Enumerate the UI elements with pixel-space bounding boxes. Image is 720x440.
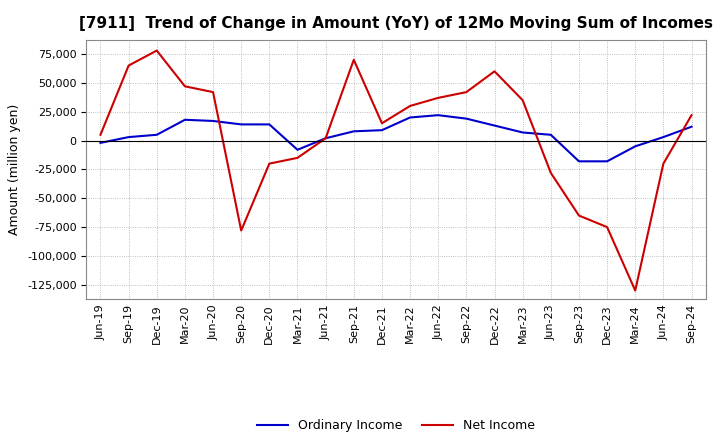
Ordinary Income bbox=[293, 147, 302, 152]
Ordinary Income bbox=[265, 122, 274, 127]
Line: Net Income: Net Income bbox=[101, 51, 691, 290]
Net Income bbox=[659, 161, 667, 166]
Legend: Ordinary Income, Net Income: Ordinary Income, Net Income bbox=[252, 414, 540, 437]
Net Income bbox=[631, 288, 639, 293]
Net Income bbox=[546, 170, 555, 176]
Ordinary Income bbox=[377, 128, 386, 133]
Net Income bbox=[349, 57, 358, 62]
Net Income bbox=[321, 136, 330, 141]
Net Income bbox=[406, 103, 415, 109]
Ordinary Income bbox=[321, 136, 330, 141]
Ordinary Income bbox=[687, 124, 696, 129]
Net Income bbox=[153, 48, 161, 53]
Net Income bbox=[687, 113, 696, 118]
Net Income bbox=[518, 98, 527, 103]
Ordinary Income bbox=[96, 140, 105, 146]
Ordinary Income bbox=[462, 116, 471, 121]
Ordinary Income bbox=[406, 115, 415, 120]
Net Income bbox=[181, 84, 189, 89]
Ordinary Income bbox=[153, 132, 161, 137]
Line: Ordinary Income: Ordinary Income bbox=[101, 115, 691, 161]
Ordinary Income bbox=[125, 135, 133, 140]
Ordinary Income bbox=[659, 135, 667, 140]
Ordinary Income bbox=[546, 132, 555, 137]
Net Income bbox=[434, 95, 443, 100]
Ordinary Income bbox=[181, 117, 189, 122]
Ordinary Income bbox=[349, 128, 358, 134]
Ordinary Income bbox=[490, 123, 499, 128]
Net Income bbox=[96, 132, 105, 137]
Ordinary Income bbox=[603, 159, 611, 164]
Net Income bbox=[209, 89, 217, 95]
Ordinary Income bbox=[434, 113, 443, 118]
Net Income bbox=[575, 213, 583, 218]
Ordinary Income bbox=[631, 144, 639, 149]
Net Income bbox=[377, 121, 386, 126]
Net Income bbox=[293, 155, 302, 161]
Ordinary Income bbox=[518, 130, 527, 135]
Net Income bbox=[125, 63, 133, 68]
Net Income bbox=[237, 228, 246, 233]
Ordinary Income bbox=[237, 122, 246, 127]
Net Income bbox=[462, 89, 471, 95]
Net Income bbox=[265, 161, 274, 166]
Ordinary Income bbox=[209, 118, 217, 124]
Net Income bbox=[603, 224, 611, 230]
Y-axis label: Amount (million yen): Amount (million yen) bbox=[9, 104, 22, 235]
Ordinary Income bbox=[575, 159, 583, 164]
Title: [7911]  Trend of Change in Amount (YoY) of 12Mo Moving Sum of Incomes: [7911] Trend of Change in Amount (YoY) o… bbox=[79, 16, 713, 32]
Net Income bbox=[490, 69, 499, 74]
